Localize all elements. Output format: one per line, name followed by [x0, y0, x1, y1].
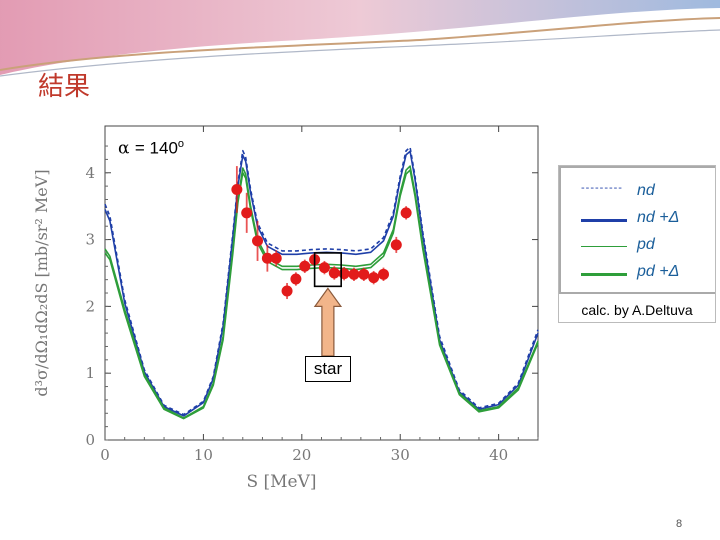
slide-title: 結果 [38, 72, 91, 102]
legend-label-pd: pd [637, 236, 655, 253]
legend-line-pd-delta [581, 273, 627, 276]
y-tick-label: 1 [85, 364, 95, 382]
star-arrow [313, 287, 343, 357]
nd-delta-curve [104, 150, 539, 417]
angle-value: = 140 [134, 138, 178, 158]
legend-label-pd-delta: pd +Δ [637, 263, 680, 280]
x-tick-label: 20 [292, 446, 311, 464]
legend-entry-nd-delta: nd +Δ [581, 209, 711, 229]
legend-credit: calc. by A.Deltuva [581, 302, 693, 318]
x-tick-label: 10 [194, 446, 213, 464]
y-tick-label: 0 [85, 431, 95, 449]
data-point [377, 268, 389, 280]
angle-annotation: α = 140o [118, 138, 184, 159]
data-point [299, 260, 311, 272]
x-tick-label: 40 [489, 446, 508, 464]
y-tick-label: 2 [85, 297, 95, 315]
y-tick-label: 4 [85, 164, 95, 182]
angle-unit: o [177, 138, 185, 150]
data-point [368, 272, 380, 284]
legend-dashed-line: --------- [581, 182, 623, 194]
legend-entry-nd: --------- nd [581, 182, 711, 202]
legend: --------- nd nd +Δ pd pd +Δ calc. by A.D… [558, 165, 716, 323]
page-number: 8 [676, 518, 683, 530]
star-region-box [313, 252, 342, 288]
x-tick-label: 0 [100, 446, 110, 464]
data-point [290, 273, 302, 285]
data-point [241, 207, 253, 219]
data-point [358, 268, 370, 280]
data-point [348, 268, 360, 280]
data-point [261, 252, 273, 264]
data-point [338, 268, 350, 280]
data-point [281, 285, 293, 297]
x-axis-label: S [MeV] [246, 472, 316, 492]
legend-label-nd: nd [637, 182, 655, 199]
data-point [318, 262, 330, 274]
y-tick-label: 3 [85, 231, 95, 249]
legend-label-nd-delta: nd +Δ [637, 209, 680, 226]
y-axis-label: d³σ/dΩ₁dΩ₂dS [mb/sr² MeV] [32, 169, 51, 396]
data-point [328, 267, 340, 279]
data-point [252, 235, 264, 247]
data-point [270, 252, 282, 264]
legend-entry-pd: pd [581, 236, 711, 256]
star-label: star [305, 356, 351, 382]
alpha-symbol: α [118, 138, 130, 159]
data-point [231, 183, 243, 195]
nd-curve [104, 146, 539, 416]
x-tick-label: 30 [391, 446, 410, 464]
data-point [400, 207, 412, 219]
legend-line-nd-delta [581, 219, 627, 222]
legend-panel: --------- nd nd +Δ pd pd +Δ [559, 166, 715, 294]
header-decoration [0, 0, 720, 77]
legend-entry-pd-delta: pd +Δ [581, 263, 711, 283]
plot-frame [104, 125, 539, 441]
legend-line-pd [581, 246, 627, 247]
data-point [390, 239, 402, 251]
